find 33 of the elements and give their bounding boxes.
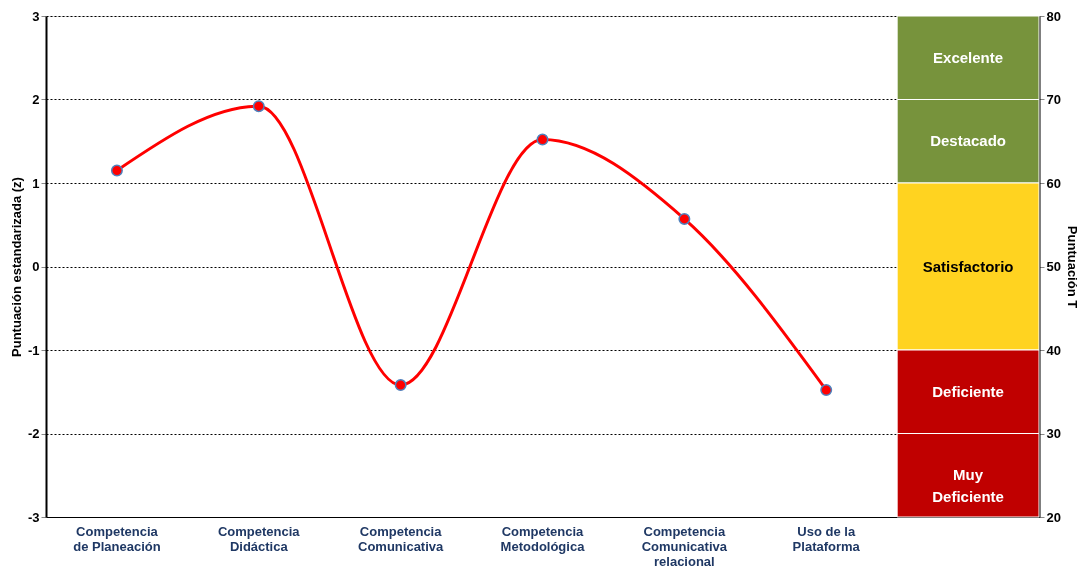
- band-label: Muy Deficiente: [932, 466, 1004, 506]
- y2-tick-label: 80: [1046, 8, 1061, 24]
- y-tick-label: 2: [32, 92, 40, 107]
- x-tick-label: Competencia Comunicativa relacional: [641, 523, 728, 569]
- point: [394, 379, 407, 392]
- band-label: Deficiente: [932, 382, 1004, 400]
- x-tick-label: Competencia de Planeación: [73, 523, 161, 554]
- y-tick-label: -1: [27, 342, 40, 358]
- y-tick-label: 3: [32, 8, 40, 24]
- point: [678, 212, 691, 225]
- point: [110, 164, 123, 177]
- band-label: Excelente: [933, 48, 1004, 66]
- y2-tick-label: 50: [1046, 259, 1061, 274]
- y-tick-label: 1: [32, 175, 40, 191]
- x-tick-label: Competencia Didáctica: [217, 523, 301, 554]
- x-tick-label: Uso de la Plataforma: [792, 523, 861, 554]
- x-tick-label: Competencia Comunicativa: [358, 523, 445, 554]
- y2-tick-label: 20: [1046, 509, 1061, 525]
- y2-tick-label: 70: [1046, 92, 1061, 107]
- y2-tick-label: 60: [1046, 175, 1061, 191]
- y-axis-title: Puntuación estandarizada (z): [8, 177, 24, 357]
- x-tick-label: Competencia Metodológica: [500, 523, 586, 554]
- y2-tick-label: 40: [1046, 342, 1061, 358]
- point: [536, 133, 549, 146]
- y-tick-label: 0: [32, 259, 40, 274]
- band-label: Satisfactorio: [922, 257, 1014, 275]
- y-tick-label: -2: [27, 426, 40, 441]
- band-label: Destacado: [930, 132, 1007, 150]
- y-tick-label: -3: [27, 509, 40, 525]
- y2-axis-title: Puntuación T: [1064, 225, 1080, 309]
- y2-tick-label: 30: [1046, 426, 1061, 441]
- point: [820, 384, 833, 397]
- point: [252, 100, 265, 113]
